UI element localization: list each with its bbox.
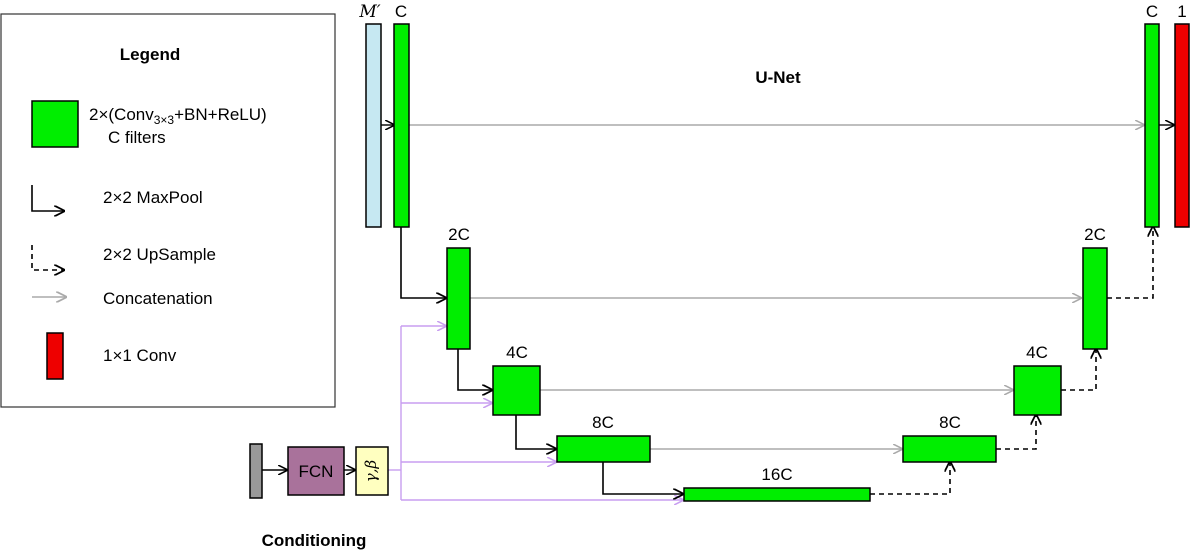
encoder-4c-label: 4C xyxy=(506,343,528,362)
bottleneck-16c-block xyxy=(683,487,871,502)
encoder-8c-label: 8C xyxy=(592,413,614,432)
decoder-c-label: C xyxy=(1146,2,1158,21)
decoder-2c-block xyxy=(1082,247,1108,350)
legend-concat-label: Concatenation xyxy=(103,289,213,308)
fcn-label: FCN xyxy=(299,462,334,481)
decoder-8c-label: 8C xyxy=(939,413,961,432)
pool-8c-to-16c xyxy=(602,462,683,494)
pool-2c-to-4c xyxy=(457,349,492,390)
upsample-arrows xyxy=(870,227,1153,495)
maxpool-arrows xyxy=(262,125,1174,494)
input-label: M′ xyxy=(358,2,380,22)
bottleneck-label: 16C xyxy=(761,465,792,484)
pool-c-to-2c xyxy=(400,227,446,298)
legend-upsample-label: 2×2 UpSample xyxy=(103,245,216,264)
legend-maxpool-arrow xyxy=(31,185,64,211)
legend-upsample-arrow xyxy=(31,245,64,270)
up-4c-to-2c xyxy=(1061,349,1096,391)
encoder-c-label: C xyxy=(395,2,407,21)
encoder-2c-label: 2C xyxy=(448,225,470,244)
block-labels: M′ C 2C 4C 8C 16C 8C 4C 2C C 1 FCN γ,β xyxy=(299,2,1187,484)
legend: Legend 2×(Conv3×3+BN+ReLU) C filters 2×2… xyxy=(0,13,336,408)
gamma-beta-block xyxy=(355,446,389,496)
skip-connections xyxy=(409,125,1144,449)
up-8c-to-4c xyxy=(996,415,1036,450)
network-blocks xyxy=(249,23,1190,502)
unet-title: U-Net xyxy=(755,68,801,87)
output-label: 1 xyxy=(1177,2,1186,21)
encoder-c-block xyxy=(393,23,410,228)
legend-maxpool-label: 2×2 MaxPool xyxy=(103,188,203,207)
encoder-2c-block xyxy=(446,247,471,350)
decoder-4c-label: 4C xyxy=(1026,343,1048,362)
encoder-8c-block xyxy=(556,435,651,463)
output-conv1x1-block xyxy=(1174,23,1190,228)
conditioning-title: Conditioning xyxy=(262,531,367,550)
pool-4c-to-8c xyxy=(515,415,556,449)
legend-block-swatch xyxy=(31,100,79,148)
gamma-beta-label: γ,β xyxy=(362,459,380,482)
film-connections xyxy=(388,326,683,500)
input-image-block xyxy=(365,23,382,228)
legend-conv1x1-label: 1×1 Conv xyxy=(103,346,177,365)
legend-conv1x1-swatch xyxy=(46,332,64,380)
decoder-c-block xyxy=(1144,23,1160,228)
up-16c-to-8c xyxy=(870,462,950,495)
decoder-2c-label: 2C xyxy=(1084,225,1106,244)
conditioning-input-block xyxy=(249,443,263,499)
decoder-8c-block xyxy=(902,435,997,463)
up-2c-to-c xyxy=(1107,227,1153,299)
legend-title: Legend xyxy=(120,45,180,64)
legend-block-line1: 2×(Conv3×3+BN+ReLU) xyxy=(89,105,267,127)
legend-block-line2: C filters xyxy=(108,128,166,147)
encoder-4c-block xyxy=(492,365,541,416)
fcn-block xyxy=(287,446,345,496)
decoder-4c-block xyxy=(1013,365,1062,416)
